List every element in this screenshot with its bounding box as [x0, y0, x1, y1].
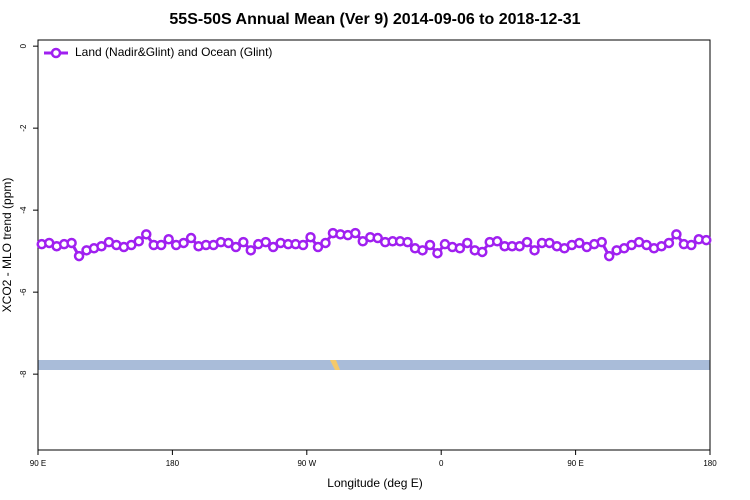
point: [603, 250, 615, 262]
point: [402, 236, 413, 248]
point: [701, 234, 712, 246]
x-tick-label: 90 E: [30, 459, 46, 468]
point: [521, 236, 533, 248]
point: [223, 237, 234, 249]
x-tick-label: 0: [439, 459, 444, 468]
map-strip: [38, 360, 710, 370]
point: [297, 239, 309, 251]
point: [529, 245, 540, 256]
point: [372, 232, 383, 244]
point: [245, 245, 257, 256]
y-tick-label: 0: [19, 43, 28, 48]
point: [305, 231, 316, 243]
y-tick-label: -6: [19, 288, 28, 296]
point: [178, 237, 189, 249]
point: [163, 234, 174, 245]
y-tick-label: -4: [19, 206, 28, 214]
point: [574, 237, 585, 249]
point: [320, 237, 331, 249]
y-tick-label: -2: [19, 124, 28, 132]
point: [73, 250, 85, 262]
point: [260, 236, 271, 248]
point: [141, 229, 152, 240]
point: [312, 241, 324, 253]
point: [686, 239, 697, 251]
point: [238, 236, 249, 248]
x-tick-label: 180: [703, 459, 717, 468]
point: [596, 236, 607, 248]
point: [267, 241, 279, 253]
point: [477, 246, 488, 258]
x-tick-label: 90 W: [297, 459, 316, 468]
point: [417, 245, 428, 256]
point: [133, 236, 145, 247]
point: [96, 240, 107, 252]
point: [432, 247, 443, 259]
chart-title: 55S-50S Annual Mean (Ver 9) 2014-09-06 t…: [169, 11, 580, 28]
point: [230, 241, 242, 253]
point: [514, 240, 525, 252]
x-tick-label: 180: [166, 459, 180, 468]
point: [454, 243, 466, 254]
point: [462, 237, 473, 249]
point: [663, 237, 675, 249]
point: [66, 237, 77, 249]
y-axis-label: XCO2 - MLO trend (ppm): [0, 178, 14, 313]
point: [671, 229, 682, 240]
point: [424, 239, 436, 251]
y-tick-label: -8: [19, 370, 28, 378]
point: [491, 236, 503, 247]
x-tick-label: 90 E: [567, 459, 583, 468]
point: [357, 236, 369, 247]
x-axis-label: Longitude (deg E): [327, 476, 422, 490]
legend-label: Land (Nadir&Glint) and Ocean (Glint): [75, 45, 272, 59]
point: [350, 227, 361, 239]
point: [155, 239, 167, 251]
map-land: [330, 360, 340, 370]
point: [185, 232, 197, 244]
legend-marker: [50, 47, 62, 59]
